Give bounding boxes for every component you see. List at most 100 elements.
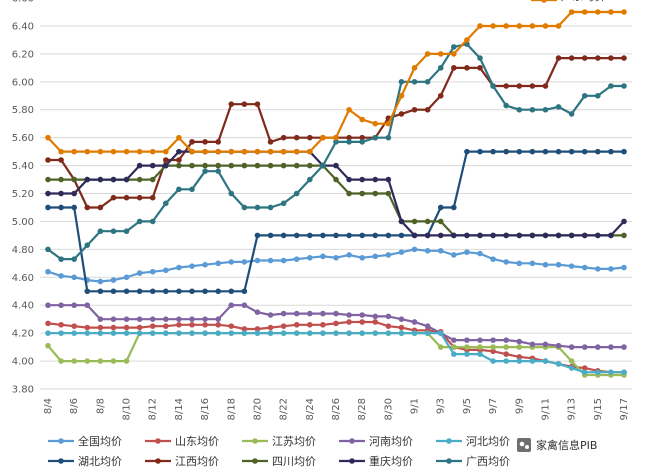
x-axis: 8/4 8/6 8/8 8/10 8/12 8/14 8/16 8/18 8/20 8/22 8/2… bbox=[43, 398, 630, 420]
series-河北均价 bbox=[45, 330, 627, 376]
data-point bbox=[320, 330, 326, 336]
data-point bbox=[45, 157, 51, 163]
data-point bbox=[595, 369, 601, 376]
data-point bbox=[451, 344, 457, 350]
data-point bbox=[228, 302, 235, 309]
data-point bbox=[437, 218, 444, 225]
data-point bbox=[71, 330, 77, 336]
data-point bbox=[568, 263, 575, 269]
legend-label: 广东均价 bbox=[561, 0, 605, 3]
data-point bbox=[123, 228, 130, 235]
data-point bbox=[437, 51, 444, 57]
data-point bbox=[333, 254, 339, 261]
data-point bbox=[84, 324, 91, 331]
data-point bbox=[464, 337, 470, 343]
data-point bbox=[267, 257, 274, 264]
data-point bbox=[149, 218, 156, 225]
data-point bbox=[163, 162, 169, 169]
data-point bbox=[346, 330, 352, 336]
data-point bbox=[228, 101, 235, 107]
data-point bbox=[149, 330, 156, 336]
data-point bbox=[241, 330, 248, 336]
data-point bbox=[110, 358, 117, 364]
data-point bbox=[359, 176, 365, 183]
data-point bbox=[136, 176, 143, 183]
legend-label: 全国均价 bbox=[78, 434, 122, 448]
data-point bbox=[228, 330, 235, 336]
data-point bbox=[110, 277, 117, 283]
data-point bbox=[621, 83, 627, 89]
data-point bbox=[346, 312, 352, 318]
data-point bbox=[542, 261, 549, 268]
data-point bbox=[176, 148, 182, 155]
data-point bbox=[333, 139, 339, 145]
y-tick-label: 6.60 bbox=[12, 0, 34, 5]
data-point bbox=[542, 106, 549, 113]
data-point bbox=[136, 324, 143, 331]
data-point bbox=[241, 288, 248, 295]
data-point bbox=[215, 316, 221, 322]
data-point bbox=[451, 232, 457, 239]
data-point bbox=[437, 92, 444, 99]
data-point bbox=[595, 92, 601, 99]
data-point bbox=[542, 83, 549, 89]
data-point bbox=[503, 148, 509, 155]
x-tick-label: 9/13 bbox=[567, 398, 578, 420]
x-tick-label: 8/6 bbox=[69, 398, 80, 414]
data-point bbox=[136, 270, 143, 276]
data-point bbox=[451, 204, 457, 211]
data-point bbox=[503, 23, 509, 29]
legend-swatch-marker bbox=[349, 438, 355, 444]
data-point bbox=[477, 337, 483, 343]
data-point bbox=[71, 176, 77, 183]
data-point bbox=[451, 351, 457, 357]
data-point bbox=[293, 148, 300, 155]
series-广东均价 bbox=[45, 9, 627, 155]
data-point bbox=[97, 228, 104, 235]
data-point bbox=[45, 176, 51, 183]
data-point bbox=[149, 162, 156, 169]
data-point bbox=[97, 316, 104, 322]
data-point bbox=[110, 176, 117, 183]
data-point bbox=[280, 162, 287, 169]
data-point bbox=[136, 330, 143, 336]
data-point bbox=[451, 252, 457, 258]
data-point bbox=[254, 101, 261, 107]
data-point bbox=[123, 316, 130, 322]
data-point bbox=[228, 259, 235, 265]
data-point bbox=[267, 204, 274, 211]
data-point bbox=[372, 319, 379, 325]
data-point bbox=[398, 79, 405, 85]
legend-label: 重庆均价 bbox=[369, 454, 413, 468]
data-point bbox=[84, 242, 91, 248]
data-point bbox=[490, 337, 496, 343]
data-point bbox=[293, 190, 300, 197]
data-point bbox=[372, 313, 379, 320]
legend-item: 全国均价 bbox=[48, 434, 122, 448]
data-point bbox=[254, 232, 261, 239]
data-point bbox=[451, 44, 457, 50]
data-point bbox=[110, 228, 117, 235]
data-point bbox=[411, 232, 418, 239]
series-line bbox=[48, 332, 624, 374]
data-point bbox=[71, 302, 77, 309]
data-point bbox=[267, 232, 274, 239]
x-tick-label: 8/4 bbox=[43, 398, 54, 414]
data-point bbox=[333, 310, 339, 317]
data-point bbox=[202, 316, 208, 322]
data-point bbox=[228, 288, 235, 295]
data-point bbox=[189, 321, 195, 328]
x-tick-label: 9/5 bbox=[462, 398, 473, 414]
data-point bbox=[71, 358, 77, 364]
data-point bbox=[202, 288, 208, 295]
x-tick-label: 8/26 bbox=[331, 398, 342, 420]
data-point bbox=[136, 162, 143, 169]
data-point bbox=[241, 101, 248, 107]
data-point bbox=[555, 342, 562, 349]
data-point bbox=[71, 190, 77, 197]
data-point bbox=[176, 316, 182, 322]
data-point bbox=[608, 266, 614, 272]
x-tick-label: 8/12 bbox=[148, 398, 159, 420]
data-point bbox=[215, 321, 221, 328]
x-tick-label: 9/15 bbox=[593, 398, 604, 420]
